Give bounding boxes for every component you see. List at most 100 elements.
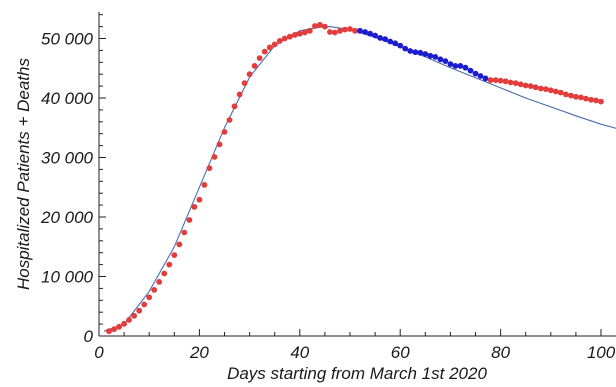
data-point-series-0 [271,41,278,48]
data-point-series-0 [306,27,313,34]
x-tick-label: 40 [290,343,309,362]
data-point-series-2 [537,85,544,92]
data-point-series-0 [146,294,153,301]
data-point-series-2 [578,94,584,101]
y-tick-label: 30 000 [41,149,94,168]
data-point-series-0 [266,44,273,51]
data-point-series-0 [231,103,238,110]
plot-area [103,21,616,335]
data-point-series-0 [322,23,328,30]
data-point-series-1 [427,52,434,59]
data-point-series-0 [141,301,148,308]
data-point-series-0 [161,270,168,277]
data-point-series-1 [417,49,424,56]
data-point-series-1 [357,27,363,34]
data-point-series-1 [367,30,373,37]
data-point-series-0 [151,287,158,293]
data-point-series-0 [171,252,178,258]
data-point-series-0 [241,80,248,86]
y-tick-label: 40 000 [41,89,94,108]
data-point-series-1 [377,35,383,41]
data-point-series-2 [512,80,519,86]
data-point-series-0 [116,323,122,330]
data-point-series-1 [392,40,399,47]
data-point-series-0 [286,33,293,40]
y-ticks: 0 10 000 20 000 30 000 40 000 50 000 [40,14,106,346]
data-point-series-0 [276,38,283,44]
data-point-series-1 [452,63,459,69]
data-point-series-0 [196,196,203,203]
data-point-series-2 [588,96,594,103]
data-point-series-2 [532,84,539,91]
data-point-series-0 [166,261,173,268]
data-point-series-0 [221,129,228,135]
data-point-series-0 [236,91,243,98]
data-point-series-1 [422,51,429,57]
data-point-series-0 [251,63,258,69]
data-point-series-0 [211,154,218,160]
data-point-series-1 [402,45,409,52]
data-point-series-0 [156,279,163,285]
data-point-series-0 [216,141,223,148]
data-point-series-2 [557,89,564,96]
x-ticks: 0 20 40 60 80 100 [94,329,616,362]
data-point-series-0 [126,317,132,323]
data-point-series-0 [186,217,193,223]
data-point-series-0 [352,27,358,34]
data-point-series-0 [317,21,323,28]
data-point-series-0 [261,48,268,55]
data-point-series-1 [457,63,464,69]
data-point-series-0 [106,328,112,335]
data-point-series-0 [181,229,188,236]
data-point-series-1 [437,56,444,63]
data-point-series-0 [206,165,213,172]
y-tick-label: 20 000 [40,208,94,227]
data-point-series-2 [492,77,499,83]
data-point-series-1 [467,67,474,74]
data-point-series-0 [111,326,117,333]
data-point-series-2 [598,98,604,105]
data-point-series-2 [573,93,579,100]
data-point-series-2 [487,77,494,83]
data-point-series-0 [301,29,308,36]
x-tick-label: 20 [189,343,209,362]
data-point-series-0 [312,23,318,29]
data-point-series-2 [502,78,509,85]
data-point-series-1 [412,49,419,56]
data-point-series-0 [191,204,198,210]
data-point-series-0 [327,29,333,35]
data-point-series-2 [527,83,534,89]
data-point-series-2 [497,77,504,84]
x-axis-title: Days starting from March 1st 2020 [227,364,487,383]
data-point-series-0 [291,32,298,38]
x-tick-label: 60 [391,343,410,362]
axes [98,12,616,337]
data-point-series-1 [482,75,489,82]
data-point-series-1 [372,32,378,39]
y-tick-label: 0 [84,327,94,346]
data-point-series-0 [342,26,348,33]
x-tick-label: 80 [491,343,510,362]
y-axis-title: Hospitalized Patients + Deaths [14,58,33,290]
data-point-series-1 [382,36,388,42]
data-point-series-2 [547,87,554,94]
data-point-series-1 [447,61,454,67]
data-point-series-0 [131,312,138,319]
data-point-series-2 [563,91,569,98]
y-tick-label: 10 000 [41,268,94,287]
data-point-series-2 [583,95,589,102]
data-point-series-0 [121,320,127,327]
data-point-series-2 [517,81,524,88]
data-point-series-0 [281,35,288,42]
data-point-series-1 [387,38,394,45]
data-point-series-0 [347,26,353,32]
data-point-series-1 [432,54,439,60]
data-point-series-2 [593,97,599,104]
data-point-series-0 [136,307,143,314]
data-point-series-1 [442,58,449,64]
data-point-series-0 [226,117,233,123]
data-point-series-1 [462,64,469,71]
data-point-series-0 [296,30,303,37]
data-point-series-0 [176,241,183,248]
data-point-series-1 [472,70,479,77]
